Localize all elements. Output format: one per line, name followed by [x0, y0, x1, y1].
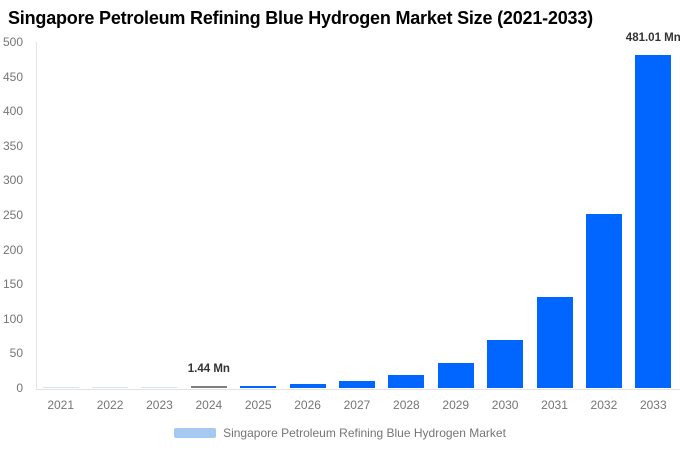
y-axis-tick-label-50: 50 [9, 346, 23, 361]
x-axis-label-2031: 2031 [541, 398, 568, 412]
bar-2029[interactable] [437, 363, 474, 388]
x-axis-label-2025: 2025 [244, 398, 272, 412]
y-axis-tick-label-0: 0 [16, 381, 23, 395]
bar-2027[interactable] [339, 381, 375, 388]
x-axis-line [36, 389, 680, 390]
legend-item[interactable]: Singapore Petroleum Refining Blue Hydrog… [0, 424, 680, 442]
y-axis-tick-label-150: 150 [2, 277, 23, 292]
x-axis-label-2032: 2032 [590, 398, 618, 412]
y-axis-tick-label-350: 350 [2, 138, 23, 153]
y-axis-tick-label-400: 400 [2, 104, 23, 119]
x-axis-label-2033: 2033 [639, 398, 667, 412]
x-axis-label-2024: 2024 [195, 398, 223, 412]
bar-2024[interactable] [190, 386, 227, 388]
y-axis-tick-label-200: 200 [2, 242, 23, 257]
y-axis-tick-label-500: 500 [2, 35, 23, 49]
x-axis-label-2023: 2023 [146, 398, 173, 412]
x-axis-label-2030: 2030 [491, 398, 519, 412]
bar-2033[interactable] [635, 55, 672, 388]
bar-2021[interactable] [42, 387, 79, 388]
legend-swatch-icon [174, 428, 217, 438]
value-label-2024: 1.44 Mn [187, 363, 230, 375]
y-axis-tick-label-250: 250 [2, 208, 23, 222]
x-axis-label-2028: 2028 [393, 398, 420, 412]
bar-2030[interactable] [487, 340, 524, 388]
x-axis-label-2021: 2021 [47, 398, 75, 412]
bar-2032[interactable] [585, 214, 622, 388]
y-axis-tick-label-300: 300 [2, 173, 23, 188]
y-axis-tick-label-100: 100 [2, 311, 23, 326]
legend-label: Singapore Petroleum Refining Blue Hydrog… [223, 426, 506, 440]
x-axis-label-2027: 2027 [343, 398, 371, 412]
x-axis-label-2029: 2029 [442, 398, 470, 412]
bar-2028[interactable] [388, 375, 425, 388]
y-axis-tick-label-450: 450 [2, 69, 23, 84]
chart-title: Singapore Petroleum Refining Blue Hydrog… [8, 8, 593, 28]
x-axis-label-2022: 2022 [96, 398, 124, 412]
x-axis-label-2026: 2026 [294, 398, 321, 412]
y-axis-line [36, 42, 37, 389]
bar-2025[interactable] [240, 386, 277, 388]
bar-2026[interactable] [289, 384, 326, 388]
bar-2022[interactable] [92, 387, 129, 388]
bar-2023[interactable] [141, 387, 178, 388]
bar-2031[interactable] [536, 297, 573, 388]
value-label-2033: 481.01 Mn [625, 32, 680, 44]
